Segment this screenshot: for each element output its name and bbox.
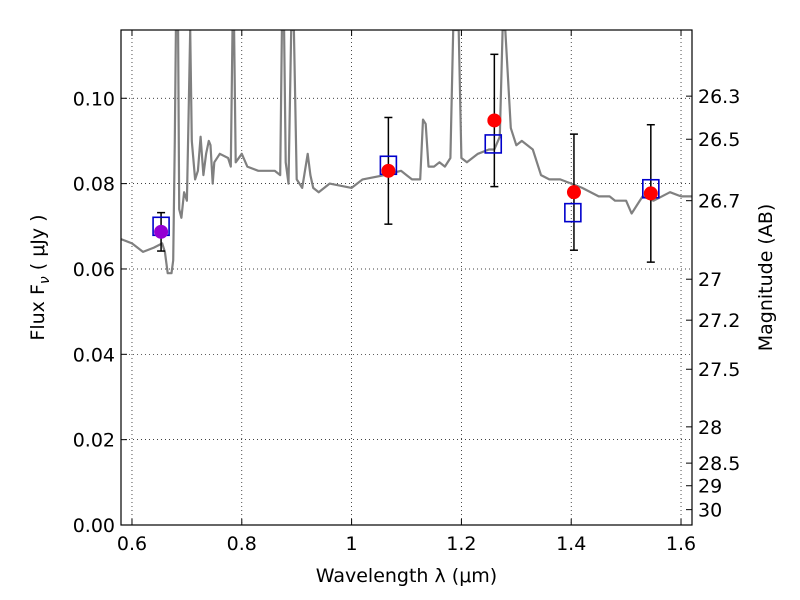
y-axis-label-text: Flux F (27, 284, 49, 340)
observed-flux-point (643, 186, 658, 201)
model-flux-square (484, 134, 503, 154)
right-tick-label: 30 (698, 500, 722, 522)
right-tick-label: 28 (698, 417, 722, 439)
y-tick-label: 0.06 (73, 259, 115, 281)
observed-flux-point (487, 113, 502, 128)
right-tick-label: 29 (698, 476, 722, 498)
y-tick-label: 0.00 (73, 515, 115, 537)
y-axis-label-subscript: ν (37, 276, 53, 284)
y-tick-label: 0.08 (73, 174, 115, 196)
spectrum-line (121, 30, 692, 275)
right-tick-label: 27.5 (698, 359, 740, 381)
x-tick-label: 1.2 (446, 533, 476, 555)
x-tick-label: 1.4 (556, 533, 586, 555)
x-tick-label: 1.6 (666, 533, 696, 555)
x-tick-label: 1 (346, 533, 358, 555)
right-tick-label: 27.2 (698, 310, 740, 332)
model-flux-square (564, 202, 582, 223)
observed-flux-point (154, 224, 169, 239)
y-tick-label: 0.02 (73, 430, 115, 452)
right-tick-label: 26.7 (698, 191, 740, 213)
x-axis-label: Wavelength λ (μm) (316, 565, 497, 587)
right-tick-label: 26.3 (698, 86, 740, 108)
model-spectrum (121, 30, 692, 275)
plot-frame (120, 29, 693, 526)
x-tick-label: 0.6 (117, 533, 147, 555)
y-axis-label-unit: ( μJy ) (27, 214, 49, 276)
y-tick-label: 0.04 (73, 344, 115, 366)
x-tick-label: 0.8 (227, 533, 257, 555)
right-tick-label: 27 (698, 269, 722, 291)
y-tick-label: 0.10 (73, 88, 115, 110)
right-axis-label: Magnitude (AB) (755, 204, 777, 352)
grid (121, 30, 692, 526)
observed-flux-point (381, 163, 396, 178)
observed-flux-point (566, 185, 581, 200)
y-axis-label: Flux Fν ( μJy ) (27, 214, 53, 340)
right-tick-label: 28.5 (698, 453, 740, 475)
photometry-points (152, 53, 660, 263)
axis-ticks: 0.6 0.8 1 1.2 1.4 1.6 0.00 0.02 0.04 0.06 0.08 0.10… (73, 30, 740, 555)
right-tick-label: 26.5 (698, 129, 740, 151)
